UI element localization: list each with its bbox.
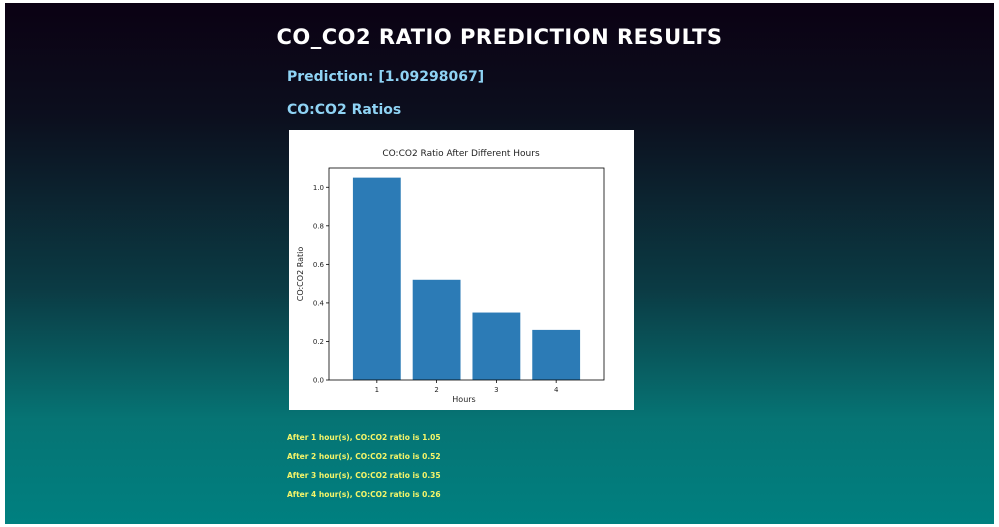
y-axis-label: CO:CO2 Ratio [296, 247, 305, 302]
x-tick-label: 1 [375, 386, 379, 394]
result-line-hour-2: After 2 hour(s), CO:CO2 ratio is 0.52 [287, 452, 441, 461]
y-tick-label: 1.0 [313, 184, 324, 192]
bar-hour-2 [412, 279, 461, 380]
page-title: CO_CO2 RATIO PREDICTION RESULTS [276, 25, 723, 49]
x-tick-label: 2 [434, 386, 438, 394]
chart-title: CO:CO2 Ratio After Different Hours [382, 149, 540, 159]
chart-svg: CO:CO2 Ratio After Different Hours 0.00.… [296, 149, 605, 404]
bar-hour-3 [472, 312, 521, 380]
result-line-hour-3: After 3 hour(s), CO:CO2 ratio is 0.35 [287, 471, 441, 480]
result-line-hour-4: After 4 hour(s), CO:CO2 ratio is 0.26 [287, 490, 441, 499]
axes-frame [328, 167, 605, 381]
x-tick-label: 3 [494, 386, 498, 394]
results-page: CO_CO2 RATIO PREDICTION RESULTS Predicti… [5, 3, 994, 524]
x-axis-label: Hours [452, 395, 475, 404]
y-axis-ticks: 0.0 0.2 0.4 0.6 0.8 1.0 [313, 184, 329, 385]
result-line-hour-1: After 1 hour(s), CO:CO2 ratio is 1.05 [287, 433, 441, 442]
prediction-value: Prediction: [1.09298067] [287, 69, 485, 85]
y-tick-label: 0.2 [313, 338, 324, 346]
bars [352, 177, 581, 380]
y-tick-label: 0.8 [313, 222, 324, 230]
y-tick-label: 0.4 [313, 299, 325, 307]
ratios-heading: CO:CO2 Ratios [287, 102, 402, 118]
y-tick-label: 0.0 [313, 377, 324, 385]
x-tick-label: 4 [554, 386, 559, 394]
bar-hour-1 [352, 177, 401, 380]
x-axis-ticks: 1 2 3 4 [375, 380, 559, 394]
y-tick-label: 0.6 [313, 261, 325, 269]
bar-hour-4 [532, 329, 581, 380]
ratio-bar-chart: CO:CO2 Ratio After Different Hours 0.0 0.… [289, 130, 634, 410]
